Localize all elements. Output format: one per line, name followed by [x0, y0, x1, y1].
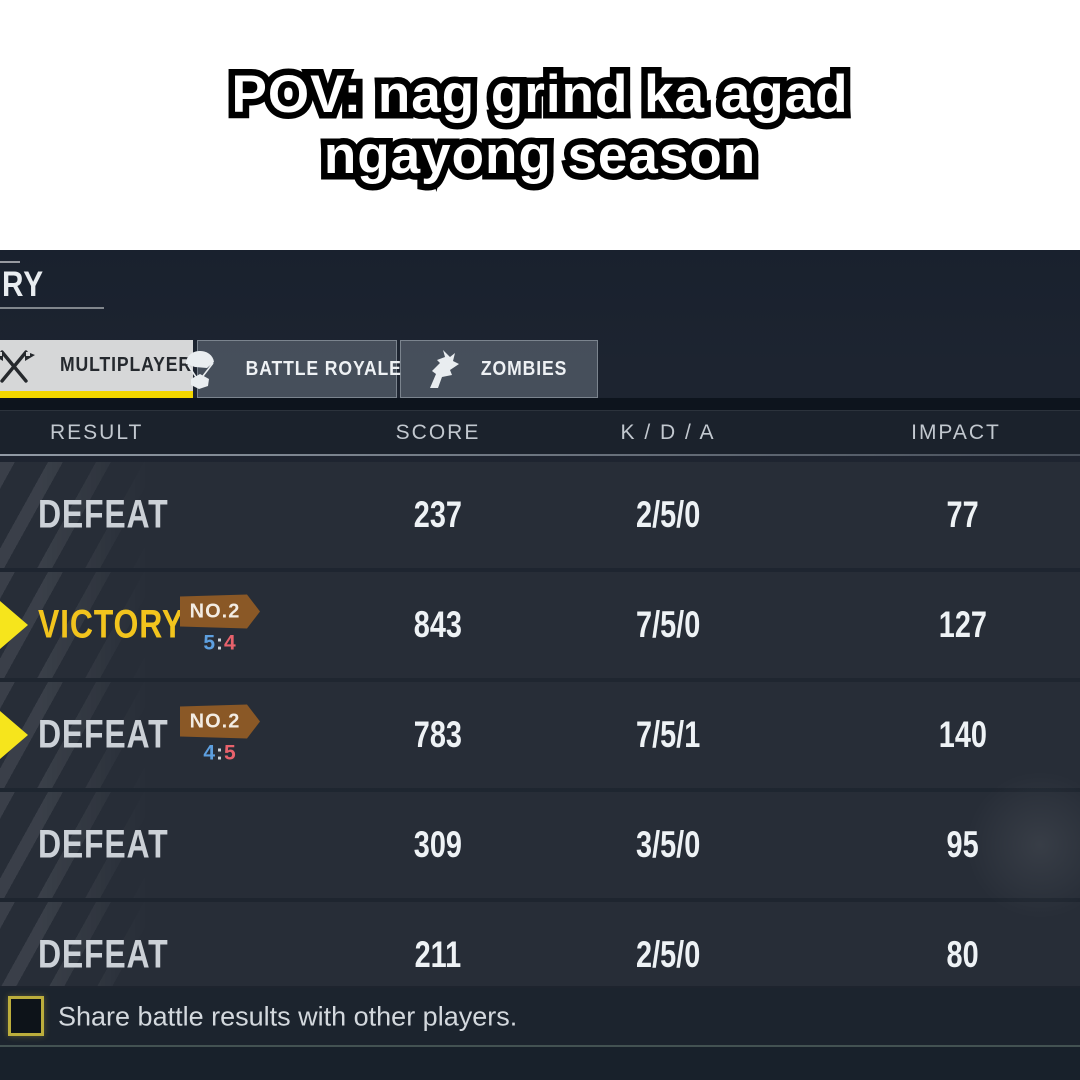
share-bar: Share battle results with other players.	[0, 988, 1080, 1045]
kda-value: 2/5/0	[635, 494, 701, 535]
history-title-partial: RY	[2, 265, 44, 304]
match-row[interactable]: DEFEAT NO.2 4:5 783 7/5/1 140	[0, 682, 1080, 788]
match-row[interactable]: DEFEAT 211 2/5/0 80	[0, 902, 1080, 986]
kda-value: 3/5/0	[635, 824, 701, 865]
parachute-crate-icon	[181, 349, 219, 389]
results-table-header: RESULT SCORE K / D / A IMPACT	[0, 410, 1080, 454]
zombie-hand-icon	[425, 348, 459, 390]
score-value: 211	[414, 934, 462, 975]
rank-badge-group: NO.2 4:5	[180, 705, 260, 766]
tab-battle-royale[interactable]: BATTLE ROYALE	[186, 340, 401, 398]
impact-value: 127	[938, 604, 988, 645]
tab-zombies[interactable]: ZOMBIES	[400, 340, 598, 398]
mode-tabs: MULTIPLAYER BATTLE ROYALE ZOMBIES	[0, 340, 1080, 400]
result-label: DEFEAT	[38, 712, 169, 757]
result-label: DEFEAT	[38, 822, 169, 867]
match-row[interactable]: DEFEAT 309 3/5/0 95	[0, 792, 1080, 898]
tab-label: MULTIPLAYER	[59, 354, 192, 376]
column-header-kda: K / D / A	[620, 421, 716, 444]
result-label: DEFEAT	[38, 492, 169, 537]
tab-label: ZOMBIES	[480, 357, 568, 380]
row-marker-icon	[0, 711, 28, 759]
rank-badge: NO.2	[180, 595, 260, 629]
column-header-result: RESULT	[50, 421, 144, 444]
row-marker-icon	[0, 601, 28, 649]
column-header-score: SCORE	[395, 421, 481, 444]
column-header-impact: IMPACT	[911, 421, 1001, 444]
results-table-body: DEFEAT 237 2/5/0 77 VICTORY NO.2 5:4 843 7/5/0 12…	[0, 462, 1080, 990]
score-value: 237	[413, 494, 463, 535]
round-score: 5:4	[203, 631, 237, 655]
kda-value: 7/5/0	[635, 604, 701, 645]
match-row[interactable]: DEFEAT 237 2/5/0 77	[0, 462, 1080, 568]
result-label: DEFEAT	[38, 932, 169, 977]
meme-caption-line1: POV: nag grind ka agad	[0, 59, 1080, 131]
share-checkbox[interactable]	[8, 996, 44, 1036]
score-value: 843	[413, 604, 463, 645]
impact-value: 80	[946, 934, 980, 975]
tab-label: BATTLE ROYALE	[245, 357, 403, 380]
match-row[interactable]: VICTORY NO.2 5:4 843 7/5/0 127	[0, 572, 1080, 678]
result-label: VICTORY	[38, 602, 185, 647]
title-tick-bottom	[0, 307, 104, 309]
match-history-screen: RY MULTIPLAYER BATTLE ROYALE ZOMBIES RESUL…	[0, 250, 1080, 1080]
crossed-flags-icon	[0, 348, 35, 384]
tab-multiplayer[interactable]: MULTIPLAYER	[0, 340, 193, 398]
meme-caption-line2: ngayong season	[0, 120, 1080, 192]
kda-value: 2/5/0	[635, 934, 701, 975]
impact-value: 95	[946, 824, 980, 865]
share-checkbox-label: Share battle results with other players.	[58, 1001, 518, 1031]
impact-value: 77	[946, 494, 980, 535]
meme-caption-area: POV: nag grind ka agad ngayong season	[0, 0, 1080, 250]
kda-value: 7/5/1	[635, 714, 701, 755]
tabs-divider	[0, 398, 1080, 410]
round-score: 4:5	[203, 741, 237, 765]
title-tick-top	[0, 261, 20, 263]
score-value: 309	[413, 824, 463, 865]
bottom-strip	[0, 1045, 1080, 1080]
rank-badge-group: NO.2 5:4	[180, 595, 260, 656]
rank-badge: NO.2	[180, 705, 260, 739]
score-value: 783	[413, 714, 463, 755]
header-separator	[0, 454, 1080, 456]
impact-value: 140	[938, 714, 988, 755]
